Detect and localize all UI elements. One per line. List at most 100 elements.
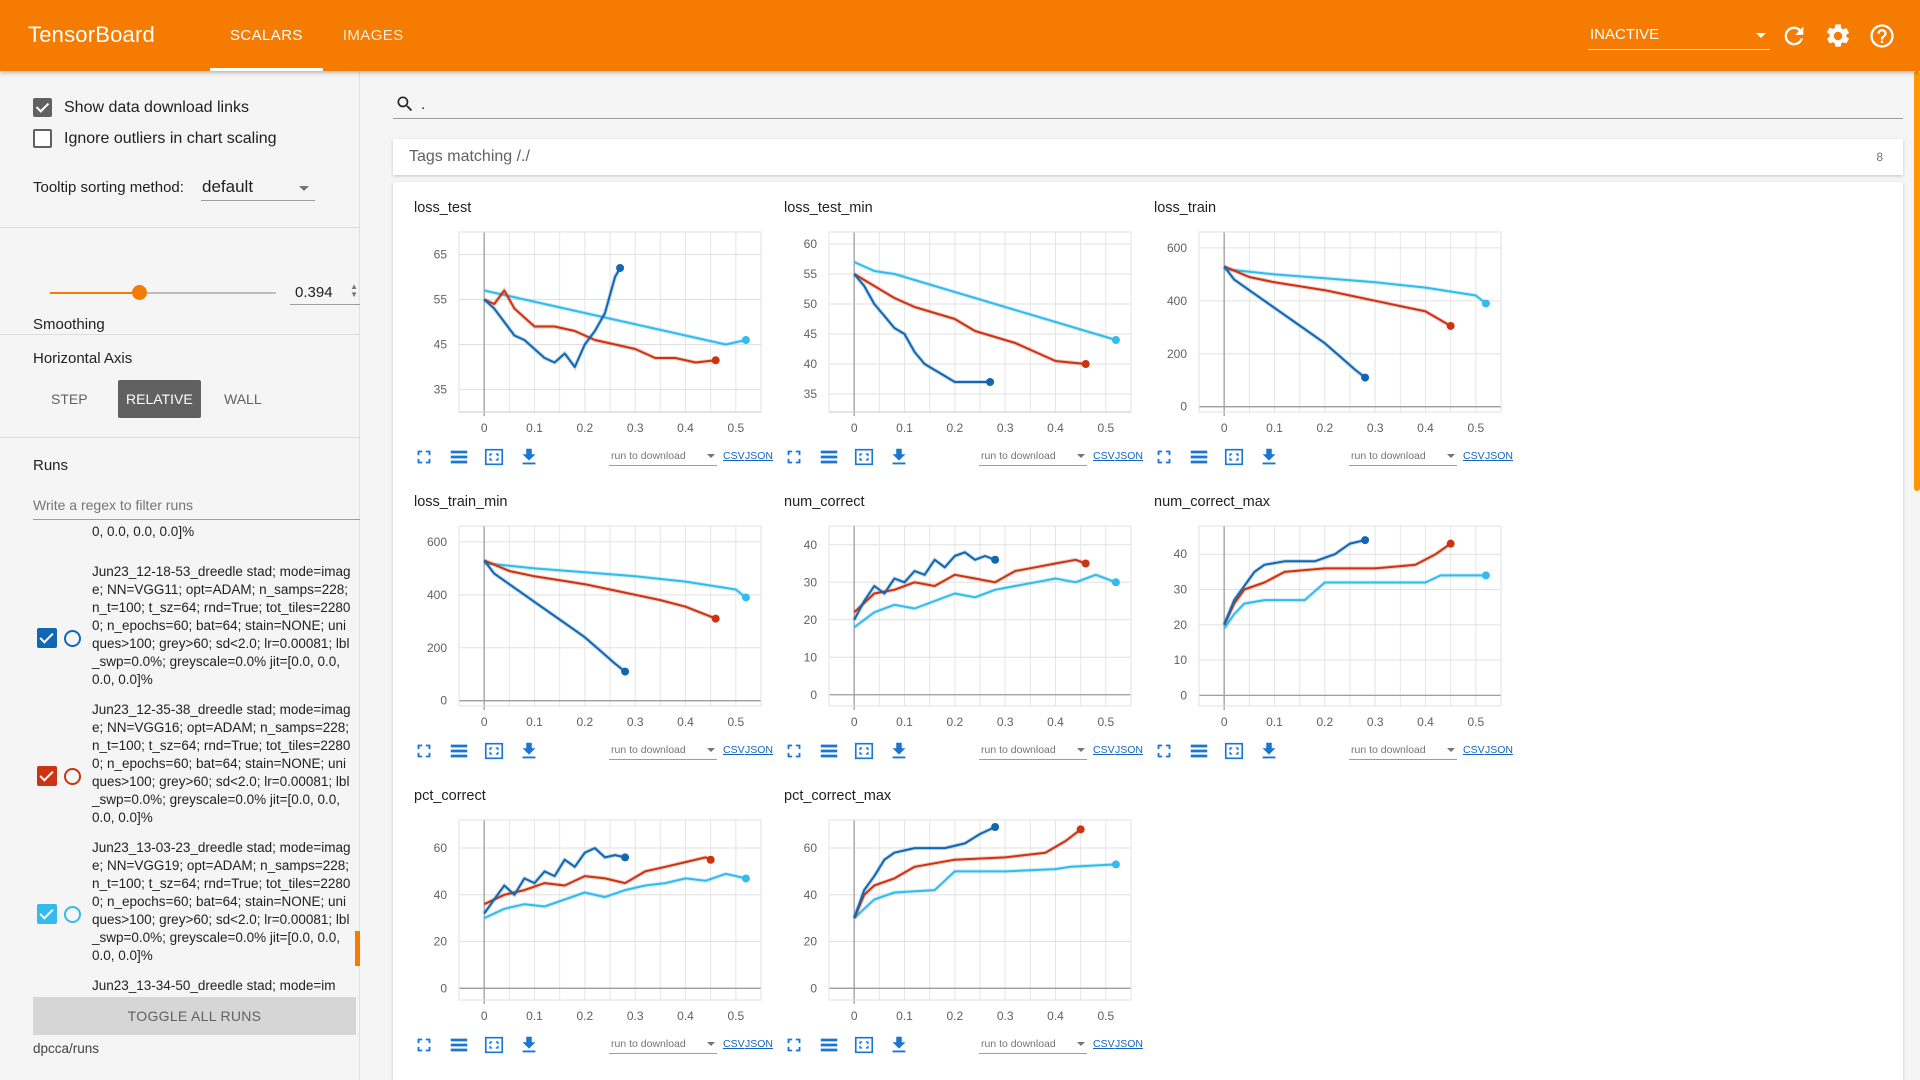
download-icon[interactable] (888, 446, 910, 468)
stepper-icon[interactable]: ▲ ▼ (350, 282, 358, 299)
fit-domain-icon[interactable] (853, 740, 875, 762)
ignore-outliers-checkbox[interactable]: Ignore outliers in chart scaling (33, 129, 277, 148)
download-icon[interactable] (888, 1034, 910, 1056)
run-to-download-select[interactable]: run to download (1349, 742, 1457, 760)
json-download-link[interactable]: JSON (745, 1038, 774, 1050)
run-to-download-select[interactable]: run to download (1349, 448, 1457, 466)
help-icon[interactable] (1868, 22, 1896, 50)
axis-wall-button[interactable]: WALL (224, 391, 262, 407)
x-tick-label: 0 (481, 1009, 488, 1023)
gear-icon[interactable] (1824, 22, 1852, 50)
fullscreen-icon[interactable] (783, 1034, 805, 1056)
fit-domain-icon[interactable] (1223, 446, 1245, 468)
run-to-download-select[interactable]: run to download (609, 742, 717, 760)
smoothing-value-input[interactable]: 0.394 ▲ ▼ (290, 279, 360, 305)
csv-download-link[interactable]: CSV (723, 450, 745, 462)
fit-domain-icon[interactable] (1223, 740, 1245, 762)
fit-domain-icon[interactable] (483, 740, 505, 762)
csv-download-link[interactable]: CSV (723, 1038, 745, 1050)
run-to-download-select[interactable]: run to download (609, 1036, 717, 1054)
chevron-down-icon (1447, 454, 1455, 458)
log-scale-icon[interactable] (1188, 446, 1210, 468)
download-icon[interactable] (888, 740, 910, 762)
json-download-link[interactable]: JSON (745, 450, 774, 462)
fullscreen-icon[interactable] (1153, 446, 1175, 468)
json-download-link[interactable]: JSON (1115, 450, 1144, 462)
smoothing-slider-handle[interactable] (132, 285, 147, 300)
run-radio-button[interactable] (64, 630, 81, 647)
json-download-link[interactable]: JSON (1115, 1038, 1144, 1050)
log-scale-icon[interactable] (818, 446, 840, 468)
log-scale-icon[interactable] (448, 1034, 470, 1056)
download-icon[interactable] (1258, 446, 1280, 468)
series-end-point (741, 336, 750, 344)
log-scale-icon[interactable] (448, 740, 470, 762)
chart-card: loss_test 35 45 55 65 0 0.1 0.2 0.3 0.4 0.5 run to … (393, 182, 773, 472)
run-checkbox[interactable] (37, 904, 57, 924)
runs-filter-input[interactable]: Write a regex to filter runs (33, 494, 360, 520)
run-to-download-select[interactable]: run to download (979, 742, 1087, 760)
run-to-download-select[interactable]: run to download (979, 448, 1087, 466)
csv-download-link[interactable]: CSV (1093, 450, 1115, 462)
x-tick-label: 0.3 (627, 421, 644, 435)
smoothing-slider-track[interactable] (50, 292, 276, 294)
chart-title: loss_train_min (414, 494, 508, 510)
tags-matching-header[interactable]: Tags matching /./ 8 (393, 139, 1903, 175)
csv-download-link[interactable]: CSV (723, 744, 745, 756)
series-end-point (1481, 571, 1490, 580)
csv-download-link[interactable]: CSV (1463, 744, 1485, 756)
series-end-point (1361, 536, 1370, 545)
fit-domain-icon[interactable] (853, 446, 875, 468)
chevron-down-icon (1447, 748, 1455, 752)
run-to-download-select[interactable]: run to download (609, 448, 717, 466)
json-download-link[interactable]: JSON (745, 744, 774, 756)
csv-download-link[interactable]: CSV (1093, 744, 1115, 756)
axis-relative-button[interactable]: RELATIVE (118, 380, 201, 418)
download-icon[interactable] (1258, 740, 1280, 762)
download-icon[interactable] (518, 446, 540, 468)
run-name: Jun23_12-18-53_dreedle stad; mode=image;… (92, 564, 351, 687)
page-scrollbar-thumb[interactable] (1914, 71, 1920, 491)
log-scale-icon[interactable] (818, 1034, 840, 1056)
show-download-links-checkbox[interactable]: Show data download links (33, 98, 249, 117)
toggle-all-runs-button[interactable]: TOGGLE ALL RUNS (33, 997, 356, 1035)
fit-domain-icon[interactable] (483, 1034, 505, 1056)
runs-scrollbar[interactable] (355, 931, 360, 966)
run-to-download-select[interactable]: run to download (979, 1036, 1087, 1054)
fullscreen-icon[interactable] (413, 1034, 435, 1056)
tab-images[interactable]: IMAGES (342, 27, 404, 44)
fullscreen-icon[interactable] (783, 446, 805, 468)
run-checkbox[interactable] (37, 766, 57, 786)
series-end-point (1081, 360, 1090, 368)
fit-domain-icon[interactable] (853, 1034, 875, 1056)
run-radio-button[interactable] (64, 906, 81, 923)
fullscreen-icon[interactable] (783, 740, 805, 762)
tab-scalars[interactable]: SCALARS (210, 0, 323, 71)
json-download-link[interactable]: JSON (1485, 744, 1514, 756)
tag-filter-input[interactable]: . (393, 89, 1903, 119)
refresh-icon[interactable] (1780, 22, 1808, 50)
log-scale-icon[interactable] (448, 446, 470, 468)
log-scale-icon[interactable] (818, 740, 840, 762)
log-scale-icon[interactable] (1188, 740, 1210, 762)
fullscreen-icon[interactable] (1153, 740, 1175, 762)
json-download-link[interactable]: JSON (1485, 450, 1514, 462)
series-end-point (621, 853, 630, 862)
csv-download-link[interactable]: CSV (1463, 450, 1485, 462)
fit-domain-icon[interactable] (483, 446, 505, 468)
inactive-dashboards-select[interactable]: INACTIVE (1588, 22, 1770, 50)
axis-step-button[interactable]: STEP (51, 391, 88, 407)
page-scrollbar[interactable] (1912, 71, 1920, 1080)
download-icon[interactable] (518, 740, 540, 762)
run-checkbox[interactable] (37, 628, 57, 648)
json-download-link[interactable]: JSON (1115, 744, 1144, 756)
series-end-point (616, 264, 625, 272)
download-icon[interactable] (518, 1034, 540, 1056)
fullscreen-icon[interactable] (413, 740, 435, 762)
csv-download-link[interactable]: CSV (1093, 1038, 1115, 1050)
fullscreen-icon[interactable] (413, 446, 435, 468)
run-radio-button[interactable] (64, 768, 81, 785)
tooltip-sorting-select[interactable]: default (201, 173, 315, 201)
y-tick-label: 20 (804, 613, 818, 627)
chart-controls: run to download CSV JSON (1133, 740, 1513, 762)
